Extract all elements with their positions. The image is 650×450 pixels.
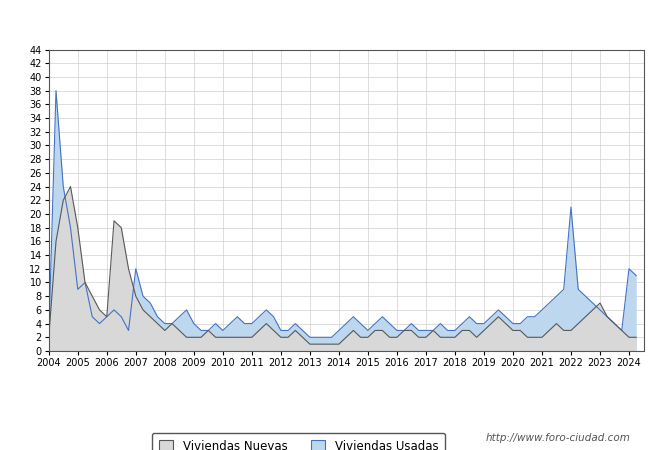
Legend: Viviendas Nuevas, Viviendas Usadas: Viviendas Nuevas, Viviendas Usadas [152, 432, 445, 450]
Text: Ajalvir - Evolucion del Nº de Transacciones Inmobiliarias: Ajalvir - Evolucion del Nº de Transaccio… [111, 14, 540, 29]
Text: http://www.foro-ciudad.com: http://www.foro-ciudad.com [486, 433, 630, 443]
